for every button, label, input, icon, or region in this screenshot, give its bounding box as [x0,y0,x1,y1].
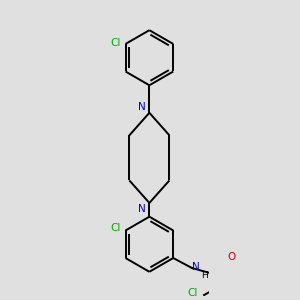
Text: N: N [138,102,146,112]
Text: O: O [227,252,235,262]
Text: Cl: Cl [188,288,198,298]
Text: Cl: Cl [110,223,121,233]
Text: N: N [192,262,200,272]
Text: H: H [201,271,208,280]
Text: N: N [138,204,146,214]
Text: Cl: Cl [110,38,121,48]
